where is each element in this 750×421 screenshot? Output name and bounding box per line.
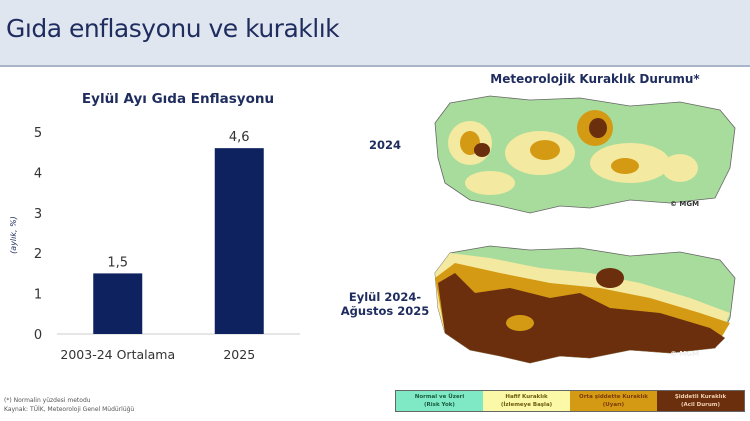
legend-mild: Hafif Kuraklık (İzlemeye Başla) — [483, 391, 570, 411]
page-title: Gıda enflasyonu ve kuraklık — [6, 14, 340, 43]
y-tick-label: 0 — [34, 328, 42, 343]
footnote: (*) Normalin yüzdesi metodu — [4, 397, 91, 404]
drought-map-2024: © MGM — [434, 95, 736, 214]
bar-chart: 0 1 2 3 4 5 (aylık, %) 1,5 2003-24 Ortalama 4,6 20… — [9, 126, 300, 362]
y-tick-label: 3 — [34, 207, 42, 222]
chart-title: Eylül Ayı Gıda Enflasyonu — [81, 91, 275, 107]
map-label-line1: Eylül 2024- — [348, 290, 422, 304]
x-tick-label: 2025 — [223, 347, 255, 362]
y-tick-label: 1 — [34, 288, 42, 303]
map-2024-label: 2024 — [368, 138, 401, 152]
y-axis-label: (aylık, %) — [9, 216, 18, 254]
mgm-watermark: © MGM — [670, 350, 699, 358]
drought-map-2025: © MGM — [434, 245, 736, 364]
x-tick-label: 2003-24 Ortalama — [60, 347, 175, 362]
legend-severe: Şiddetli Kuraklık (Acil Durum) — [657, 391, 744, 411]
map-title: Meteorolojik Kuraklık Durumu* — [490, 72, 700, 86]
legend-normal: Normal ve Üzeri (Risk Yok) — [396, 391, 483, 411]
y-tick-label: 4 — [34, 166, 42, 181]
map-label-line2: Ağustos 2025 — [340, 304, 430, 318]
data-label: 4,6 — [229, 130, 250, 145]
source-note: Kaynak: TÜİK, Meteoroloji Genel Müdürlüğ… — [4, 406, 135, 413]
mgm-watermark: © MGM — [670, 200, 699, 208]
map-2025-label: Eylül 2024- Ağustos 2025 — [335, 290, 435, 318]
y-tick-label: 5 — [34, 126, 42, 141]
header: Gıda enflasyonu ve kuraklık — [0, 0, 750, 67]
bar — [214, 148, 264, 334]
legend-moderate: Orta şiddette Kuraklık (Uyarı) — [570, 391, 657, 411]
y-tick-label: 2 — [34, 247, 42, 262]
data-label: 1,5 — [107, 255, 128, 270]
bar — [93, 273, 143, 334]
drought-legend: Normal ve Üzeri (Risk Yok) Hafif Kuraklık… — [395, 390, 745, 412]
